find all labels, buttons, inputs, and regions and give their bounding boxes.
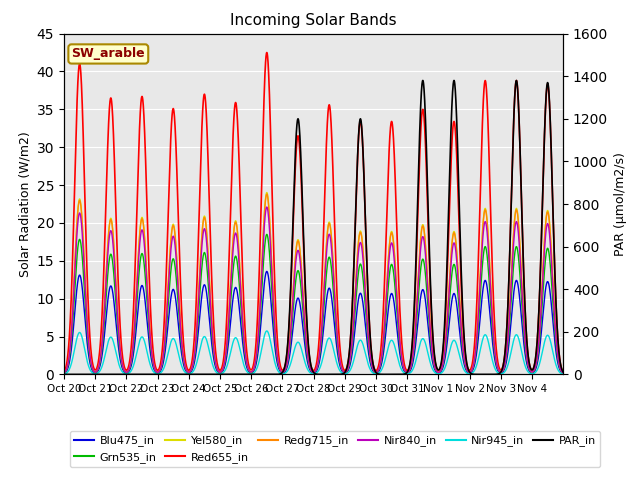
Nir945_in [453,343,461,348]
Redg715_in [483,216,491,222]
Yel580_in [559,370,567,376]
Line: Redg715_in: Redg715_in [64,194,563,373]
Line: Yel580_in: Yel580_in [64,192,563,373]
PAR_in [377,372,385,377]
Blu475_in [559,371,567,376]
Grn535_in [163,328,170,334]
Nir945_in [163,358,170,364]
Line: Grn535_in: Grn535_in [64,234,563,373]
PAR_in [419,78,427,84]
Text: SW_arable: SW_arable [72,48,145,60]
Nir840_in [163,320,170,326]
Red655_in [554,332,561,338]
Blu475_in [421,296,429,301]
Red655_in [60,369,68,375]
Nir840_in [60,370,68,376]
Yel580_in [453,252,461,257]
Nir840_in [378,357,385,362]
Redg715_in [60,370,68,376]
Redg715_in [421,239,429,244]
Yel580_in [378,356,385,361]
Yel580_in [421,237,429,243]
Yel580_in [163,316,170,322]
Red655_in [163,273,170,278]
Nir945_in [554,366,561,372]
Nir840_in [483,228,491,233]
Blu475_in [378,362,385,368]
Nir840_in [263,204,271,210]
Red655_in [378,343,385,349]
Nir945_in [483,334,491,340]
Redg715_in [263,191,271,197]
Grn535_in [60,371,68,376]
Line: Nir945_in: Nir945_in [64,331,563,374]
Nir840_in [453,261,461,267]
Grn535_in [453,279,461,285]
Blu475_in [163,340,170,346]
Red655_in [559,369,567,375]
Y-axis label: Solar Radiation (W/m2): Solar Radiation (W/m2) [18,131,31,277]
Line: PAR_in: PAR_in [64,81,563,374]
Line: Red655_in: Red655_in [64,52,563,372]
Blu475_in [263,268,271,274]
Yel580_in [483,215,491,221]
Red655_in [421,134,429,140]
Yel580_in [554,349,561,355]
Nir945_in [378,368,385,373]
Grn535_in [559,371,567,376]
PAR_in [453,125,461,131]
Redg715_in [453,253,461,259]
Red655_in [453,159,461,165]
Yel580_in [263,190,271,195]
Title: Incoming Solar Bands: Incoming Solar Bands [230,13,397,28]
PAR_in [559,369,567,375]
Nir945_in [263,328,271,334]
Nir840_in [554,351,561,357]
Nir840_in [421,248,429,254]
PAR_in [483,372,491,377]
Redg715_in [163,316,170,322]
PAR_in [554,332,561,338]
Redg715_in [378,356,385,361]
Blu475_in [483,283,491,288]
Line: Nir840_in: Nir840_in [64,207,563,373]
PAR_in [421,108,429,114]
Grn535_in [483,251,491,257]
Blu475_in [60,371,68,376]
PAR_in [163,372,170,377]
Nir840_in [559,370,567,376]
PAR_in [60,372,68,377]
Grn535_in [554,354,561,360]
Nir945_in [421,339,429,345]
Redg715_in [554,349,561,355]
Grn535_in [421,268,429,274]
Red655_in [483,95,491,100]
Redg715_in [559,370,567,376]
Blu475_in [453,304,461,310]
Nir945_in [559,371,567,377]
Grn535_in [263,231,271,237]
Line: Blu475_in: Blu475_in [64,271,563,373]
Red655_in [263,49,271,55]
Legend: Blu475_in, Grn535_in, Yel580_in, Red655_in, Redg715_in, Nir840_in, Nir945_in, PA: Blu475_in, Grn535_in, Yel580_in, Red655_… [70,431,600,468]
Blu475_in [554,359,561,365]
Nir945_in [60,371,68,377]
Grn535_in [378,359,385,365]
Yel580_in [60,370,68,376]
Y-axis label: PAR (μmol/m2/s): PAR (μmol/m2/s) [614,152,627,256]
